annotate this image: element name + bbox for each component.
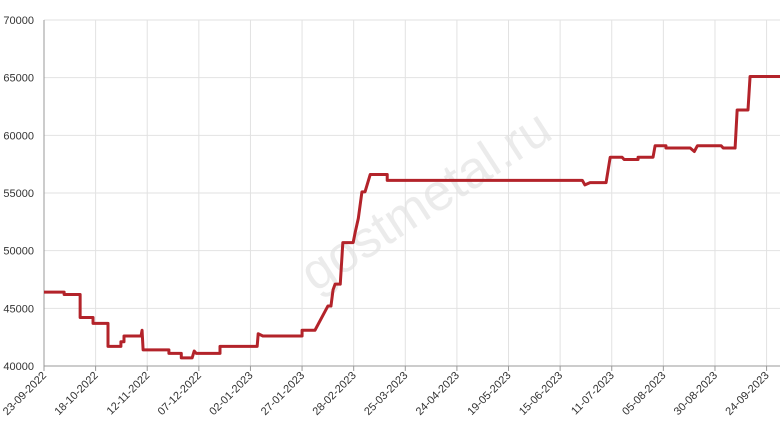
x-tick-label: 15-06-2023 <box>517 370 565 418</box>
x-tick-label: 07-12-2022 <box>156 370 204 418</box>
x-tick-label: 11-07-2023 <box>569 370 617 418</box>
x-tick-label: 19-05-2023 <box>465 370 513 418</box>
y-tick-label: 45000 <box>3 303 34 315</box>
x-tick-label: 30-08-2023 <box>672 370 720 418</box>
y-tick-label: 50000 <box>3 246 34 258</box>
x-tick-label: 23-09-2022 <box>1 370 49 418</box>
x-tick-label: 25-03-2023 <box>362 370 410 418</box>
y-tick-label: 55000 <box>3 188 34 200</box>
y-tick-label: 60000 <box>3 130 34 142</box>
x-tick-label: 27-01-2023 <box>259 370 307 418</box>
x-tick-label: 24-09-2023 <box>723 370 771 418</box>
x-tick-label: 24-04-2023 <box>414 370 462 418</box>
x-tick-label: 02-01-2023 <box>207 370 255 418</box>
y-tick-label: 70000 <box>3 15 34 27</box>
x-tick-label: 18-10-2022 <box>52 370 100 418</box>
x-tick-label: 05-08-2023 <box>620 370 668 418</box>
y-tick-label: 40000 <box>3 361 34 373</box>
x-tick-label: 12-11-2022 <box>105 370 153 418</box>
y-tick-label: 65000 <box>3 73 34 85</box>
line <box>44 75 780 360</box>
watermark: gostmetal.ru <box>290 98 562 302</box>
x-tick-label: 28-02-2023 <box>311 370 359 418</box>
